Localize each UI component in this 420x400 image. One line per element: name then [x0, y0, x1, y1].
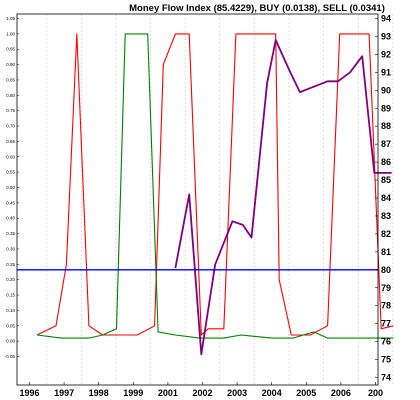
left-tick-label: 0.05: [6, 323, 15, 328]
left-tick-label: 0.85: [6, 77, 15, 82]
left-tick-label: 0.30: [6, 246, 15, 251]
left-tick-label: 1.00: [6, 31, 15, 36]
right-tick-label: 77: [381, 319, 391, 329]
plot-border: [16, 13, 379, 386]
left-tick-label: 0.25: [6, 262, 15, 267]
x-tick-label: 1999: [123, 388, 143, 398]
right-tick-label: 84: [381, 193, 391, 203]
left-tick-label: 0.90: [6, 62, 15, 67]
right-tick-label: 81: [381, 247, 391, 257]
left-tick-label: 0.35: [6, 231, 15, 236]
left-tick-label: 0.75: [6, 108, 15, 113]
chart-title: Money Flow Index (85.4229), BUY (0.0138)…: [129, 3, 385, 14]
left-tick-label: 0.40: [6, 216, 15, 221]
left-tick-label: 0.65: [6, 139, 15, 144]
left-tick-label: 0.50: [6, 185, 15, 190]
right-tick-label: 90: [381, 85, 391, 95]
left-tick-label: 0.45: [6, 200, 15, 205]
right-tick-label: 78: [381, 301, 391, 311]
right-tick-label: 92: [381, 49, 391, 59]
series-line-2: [36, 33, 394, 339]
x-tick-label: 2006: [331, 388, 351, 398]
x-tick-label: 1997: [54, 388, 74, 398]
x-tick-label: 2004: [262, 388, 282, 398]
x-axis-ticks: 1996 1997 1998 1999 2001 2002 2003 2004 2005 2006…: [19, 382, 383, 398]
right-tick-label: 88: [381, 121, 391, 131]
right-tick-label: 82: [381, 229, 391, 239]
left-tick-label: 1.05: [6, 16, 15, 21]
x-tick-label: 2005: [296, 388, 316, 398]
x-tick-label: 200: [368, 388, 383, 398]
grid: [46, 14, 394, 385]
left-tick-label: 0.60: [6, 154, 15, 159]
left-tick-label: 0.95: [6, 47, 15, 52]
left-axis-ticks: 1.05 1.00 0.95 0.90 0.85 0.80 0.75 0.70 0.65 0.60…: [5, 16, 19, 359]
left-tick-label: 0.55: [6, 170, 15, 175]
left-tick-label: -0.05: [5, 354, 16, 359]
plot-frame: [16, 13, 379, 386]
x-tick-label: 2003: [227, 388, 247, 398]
right-tick-label: 83: [381, 211, 391, 221]
left-tick-label: 0.00: [6, 339, 15, 344]
right-tick-label: 94: [381, 14, 391, 24]
right-tick-label: 79: [381, 283, 391, 293]
x-tick-label: 2001: [158, 388, 178, 398]
x-tick-label: 2002: [192, 388, 212, 398]
right-tick-label: 76: [381, 337, 391, 347]
left-tick-label: 0.10: [6, 308, 15, 313]
x-tick-label: 1998: [89, 388, 109, 398]
series-lines: [17, 33, 394, 356]
left-tick-label: 0.70: [6, 124, 15, 129]
right-tick-label: 91: [381, 67, 391, 77]
right-tick-label: 74: [381, 373, 391, 383]
right-tick-label: 89: [381, 103, 391, 113]
series-line-3: [174, 39, 392, 356]
left-tick-label: 0.20: [6, 277, 15, 282]
right-tick-label: 85: [381, 175, 391, 185]
right-tick-label: 86: [381, 157, 391, 167]
right-tick-label: 80: [381, 265, 391, 275]
left-tick-label: 0.15: [6, 293, 15, 298]
left-tick-label: 0.80: [6, 93, 15, 98]
right-tick-label: 75: [381, 355, 391, 365]
x-tick-label: 1996: [19, 388, 39, 398]
right-tick-label: 93: [381, 31, 391, 41]
right-tick-label: 87: [381, 139, 391, 149]
right-axis-ticks: 94 93 92 91 90 89 88 87 86 85 84 83 82 81 80 79 78 77 76 75…: [375, 14, 391, 383]
